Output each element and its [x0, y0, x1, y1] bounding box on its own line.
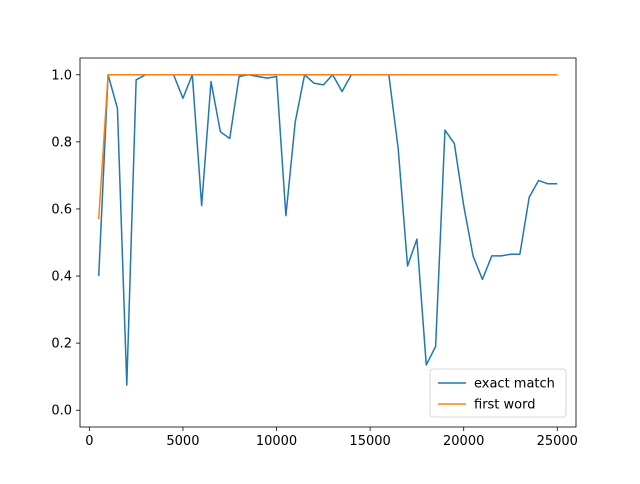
x-tick-label: 15000: [349, 434, 390, 449]
x-tick-label: 5000: [166, 434, 199, 449]
y-tick-label: 0.6: [51, 202, 72, 217]
legend: exact match first word: [429, 368, 567, 418]
axis-ticks: 0 5000 10000 15000 20000 25000 0.0 0.2 0.4 0.6 0.8…: [51, 68, 578, 449]
x-tick-label: 25000: [537, 434, 578, 449]
legend-label-exact-match: exact match: [474, 377, 555, 392]
series-line-exact-match: [97, 74, 558, 386]
x-tick-label: 0: [85, 434, 93, 449]
y-tick-label: 0.4: [51, 270, 72, 285]
y-tick-label: 0.0: [51, 404, 72, 419]
series-line-first-word: [97, 74, 558, 220]
x-tick-label: 20000: [443, 434, 484, 449]
series-lines: [97, 74, 558, 386]
legend-box: [429, 368, 567, 418]
y-tick-label: 0.2: [51, 337, 72, 352]
plot-frame: [79, 57, 577, 428]
legend-label-first-word: first word: [474, 398, 536, 413]
x-tick-label: 10000: [256, 434, 297, 449]
y-tick-label: 1.0: [51, 68, 72, 83]
y-tick-label: 0.8: [51, 135, 72, 150]
